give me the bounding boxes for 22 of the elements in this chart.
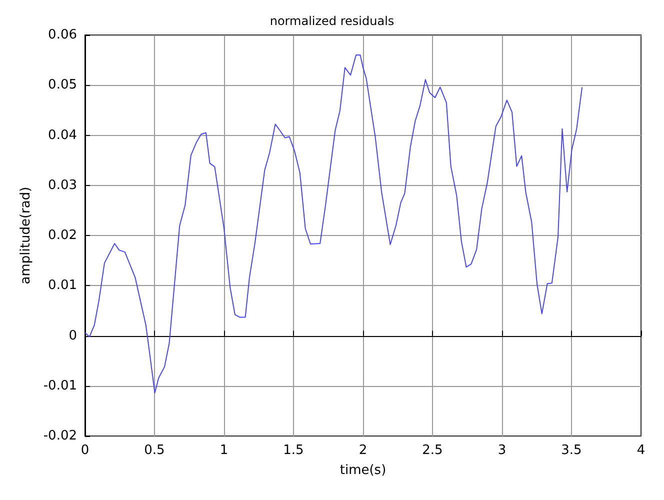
x-tick-label: 3 [498,443,506,458]
x-axis-title: time(s) [340,463,386,478]
x-tick-label: 0 [80,443,90,458]
y-tick-label: -0.02 [43,428,77,444]
x-tick-label: 1 [220,443,228,458]
x-tick-label: 3.5 [561,443,582,458]
x-tick-label: 4 [636,443,646,458]
y-tick-label: 0.01 [48,278,77,294]
y-tick-label: -0.01 [43,378,77,394]
y-tick-label: 0.05 [48,78,77,93]
y-tick-label: 0.02 [48,228,77,243]
line-series [84,54,583,394]
chart-title: normalized residuals [270,14,394,28]
y-tick-label: 0.04 [48,128,77,143]
y-tick-label: 0.06 [48,28,77,42]
y-axis-title: amplitude(rad) [18,186,34,284]
y-tick-label: 0 [68,328,77,344]
x-tick-label: 1.5 [283,443,304,458]
x-tick-label: 2.5 [422,443,443,458]
x-tick-label: 0.5 [144,443,165,458]
y-tick-label: 0.03 [48,178,77,193]
x-tick-label: 2 [358,443,368,458]
